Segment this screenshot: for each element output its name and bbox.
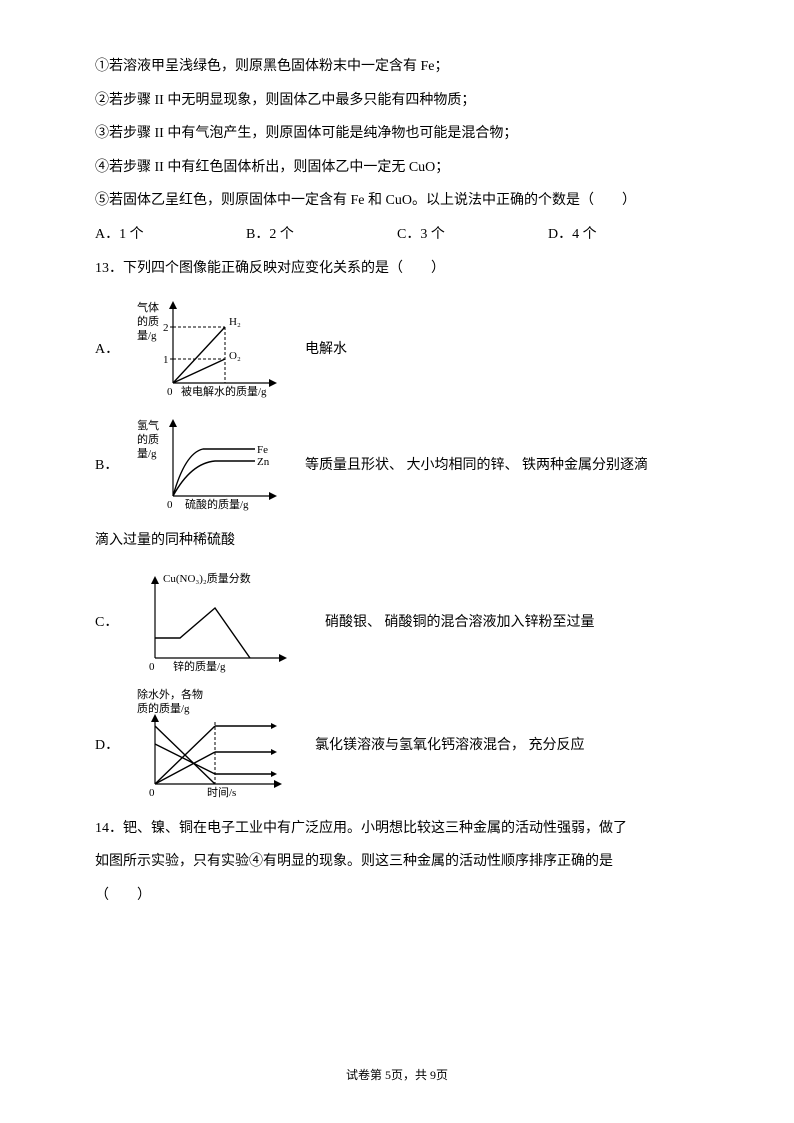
chart-a-ytick2: 2 [163,322,169,334]
chart-d-ylabel: 除水外，各物 [137,687,203,701]
q13-option-c[interactable]: C． Cu(NO₃)₂质量分数 0 锌的质量/g 硝酸银、 硝酸铜的混合溶液加入… [95,566,699,676]
q13-option-b[interactable]: B． 氢气 的质 量/g Fe Zn 0 硫酸的质量/g 等质量且形状、 大小均… [95,411,699,516]
option-b[interactable]: B．2 个 [246,218,397,252]
option-label-b: B． [95,454,123,474]
q13-option-d[interactable]: D． 除水外，各物 质的质量/g 0 时间/s 氯 [95,684,699,804]
chart-a-h2: H₂ [229,316,241,328]
statement-4: ④若步骤 II 中有红色固体析出，则固体乙中一定无 CuO； [95,151,699,185]
chart-c-origin: 0 [149,661,155,673]
statement-1: ①若溶液甲呈浅绿色，则原黑色固体粉末中一定含有 Fe； [95,50,699,84]
q14-line1: 14．钯、镍、铜在电子工业中有广泛应用。小明想比较这三种金属的活动性强弱，做了 [95,812,699,846]
option-a[interactable]: A．1 个 [95,218,246,252]
chart-c-ylabel: Cu(NO₃)₂质量分数 [163,572,251,585]
chart-a-ylabel: 气体 [137,300,159,314]
chart-b-ylabel3: 量/g [137,447,157,460]
chart-d-ylabel2: 质的质量/g [137,701,190,715]
chart-b-xlabel: 硫酸的质量/g [185,497,249,511]
chart-a-ytick1: 1 [163,354,169,366]
chart-c: Cu(NO₃)₂质量分数 0 锌的质量/g [135,566,305,676]
statement-5: ⑤若固体乙呈红色，则原固体中一定含有 Fe 和 CuO。以上说法中正确的个数是（… [95,184,699,218]
option-label-c: C． [95,611,123,631]
chart-d: 除水外，各物 质的质量/g 0 时间/s [135,684,295,804]
chart-a-ylabel2: 的质 [137,314,159,328]
q13-prompt: 13．下列四个图像能正确反映对应变化关系的是（ ） [95,252,699,286]
chart-b-ylabel2: 的质 [137,432,159,446]
option-label-d: D． [95,734,123,754]
chart-a-ylabel3: 量/g [137,329,157,342]
chart-b-zn: Zn [257,456,270,468]
option-c[interactable]: C．3 个 [397,218,548,252]
option-label-a: A． [95,338,123,358]
q14-line2: 如图所示实验，只有实验④有明显的现象。则这三种金属的活动性顺序排序正确的是 [95,845,699,879]
chart-b-origin: 0 [167,499,173,511]
chart-a: 气体 的质 量/g 1 2 H₂ O₂ 0 被电解水的质量/g [135,293,285,403]
statement-2: ②若步骤 II 中无明显现象，则固体乙中最多只能有四种物质； [95,84,699,118]
chart-a-xlabel: 被电解水的质量/g [181,384,267,398]
chart-c-xlabel: 锌的质量/g [173,659,226,673]
option-desc-c: 硝酸银、 硝酸铜的混合溶液加入锌粉至过量 [325,611,699,631]
chart-a-origin: 0 [167,386,173,398]
chart-b: 氢气 的质 量/g Fe Zn 0 硫酸的质量/g [135,411,285,516]
option-desc-b: 等质量且形状、 大小均相同的锌、 铁两种金属分别逐滴 [305,454,699,474]
chart-b-fe: Fe [257,444,268,456]
chart-d-xlabel: 时间/s [207,786,236,799]
statement-3: ③若步骤 II 中有气泡产生，则原固体可能是纯净物也可能是混合物； [95,117,699,151]
page-footer: 试卷第 5页，共 9页 [0,1066,794,1083]
chart-a-o2: O₂ [229,350,241,362]
q12-options: A．1 个 B．2 个 C．3 个 D．4 个 [95,218,699,252]
q14-line3: （ ） [95,879,699,913]
q13-option-a[interactable]: A． 气体 的质 量/g 1 2 H₂ O₂ 0 被电解水的质量/ [95,293,699,403]
chart-d-origin: 0 [149,787,155,799]
option-desc-d: 氯化镁溶液与氢氧化钙溶液混合， 充分反应 [315,734,699,754]
option-desc-a: 电解水 [305,338,699,358]
option-d[interactable]: D．4 个 [548,218,699,252]
q13-b-extra: 滴入过量的同种稀硫酸 [95,524,699,558]
chart-b-ylabel: 氢气 [137,418,159,432]
